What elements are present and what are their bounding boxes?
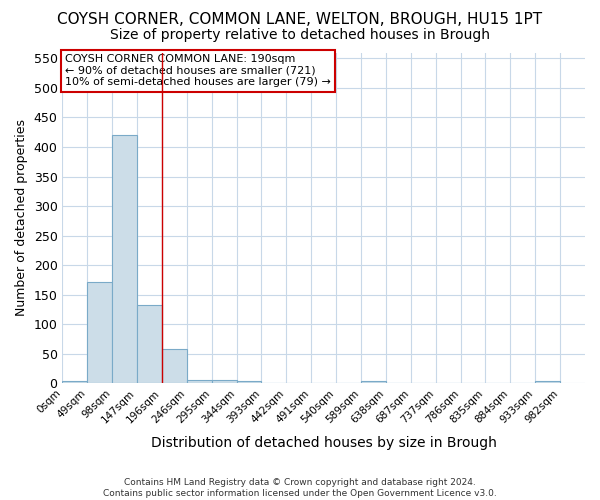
Bar: [88, 282, 112, 383]
Bar: [162, 349, 187, 383]
Text: Contains HM Land Registry data © Crown copyright and database right 2024.
Contai: Contains HM Land Registry data © Crown c…: [103, 478, 497, 498]
Bar: [336, 382, 361, 383]
Text: COYSH CORNER COMMON LANE: 190sqm
← 90% of detached houses are smaller (721)
10% : COYSH CORNER COMMON LANE: 190sqm ← 90% o…: [65, 54, 331, 88]
Text: Size of property relative to detached houses in Brough: Size of property relative to detached ho…: [110, 28, 490, 42]
Text: COYSH CORNER, COMMON LANE, WELTON, BROUGH, HU15 1PT: COYSH CORNER, COMMON LANE, WELTON, BROUG…: [58, 12, 542, 28]
Bar: [212, 380, 236, 383]
Bar: [286, 382, 311, 383]
Bar: [262, 382, 286, 383]
Bar: [112, 135, 137, 383]
Bar: [187, 380, 212, 383]
Bar: [311, 382, 336, 383]
Y-axis label: Number of detached properties: Number of detached properties: [15, 120, 28, 316]
Bar: [236, 381, 262, 383]
Bar: [535, 381, 560, 383]
Bar: [386, 382, 411, 383]
X-axis label: Distribution of detached houses by size in Brough: Distribution of detached houses by size …: [151, 436, 497, 450]
Bar: [137, 305, 162, 383]
Bar: [62, 382, 88, 383]
Bar: [361, 381, 386, 383]
